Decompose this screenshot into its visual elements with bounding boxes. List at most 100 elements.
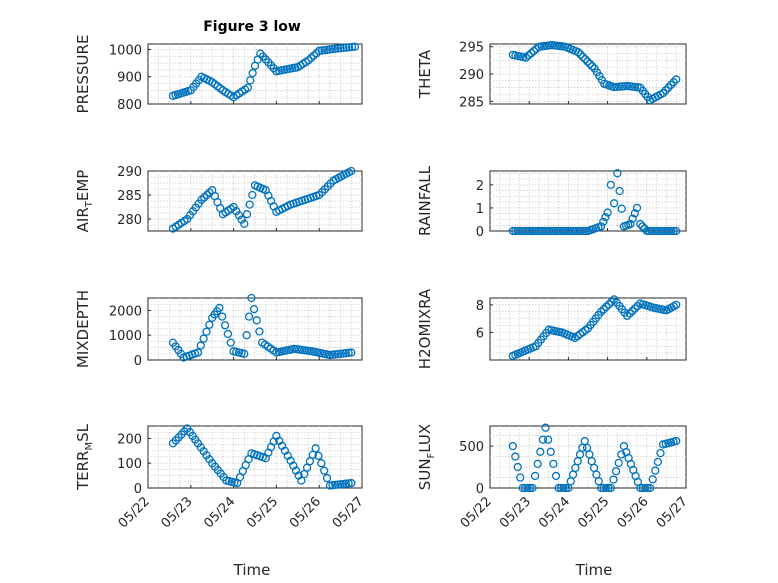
data-point [574,48,583,57]
y-tick-label: 200 [117,432,142,447]
data-point [617,204,626,213]
y-tick-label: 285 [117,189,142,204]
data-point [202,327,211,336]
data-point [672,226,681,236]
data-point [611,467,621,476]
data-point [640,224,649,233]
data-point [325,481,335,490]
data-point [336,43,345,53]
data-point [661,86,670,95]
y-tick-label: 900 [117,71,142,86]
data-point [623,311,632,321]
data-point [666,80,676,90]
data-point [614,458,623,468]
data-point [615,82,624,91]
data-point [234,211,244,220]
data-point [339,349,348,358]
data-point [609,199,619,208]
series-terr-msl [168,424,356,490]
y-tick-label: 500 [459,440,484,455]
data-point [245,200,254,209]
series-h2omixra [508,295,681,361]
y-tick-label: 0 [134,482,142,497]
data-point [320,466,329,475]
y-tick-label: 1000 [109,43,142,58]
x-axis-label-right: Time [575,561,613,579]
data-point [202,190,212,200]
data-point [606,483,616,493]
data-point [339,43,348,52]
data-point [521,53,531,62]
data-point [530,471,540,481]
subplot-mixdepth: 0 1000 2000 MIXDEPTH [74,290,363,369]
x-tick-label: 05/26 [287,494,324,531]
y-tick-label: 295 [459,41,484,56]
data-point [607,297,616,307]
data-point [325,350,335,360]
data-point [643,483,652,493]
data-point [638,222,647,231]
series-mixdepth [168,293,356,362]
data-point [240,349,249,358]
data-point [317,459,326,468]
data-point [243,83,253,92]
data-point [336,480,345,489]
data-point [218,312,227,321]
y-tick-label: 285 [459,95,484,110]
data-point [333,480,343,489]
data-point [527,49,536,58]
y-axis-label-rainfall: RAINFALL [416,165,434,236]
series-air-temp [168,166,356,233]
data-point [252,316,261,325]
data-point [625,309,634,318]
data-point [609,475,618,484]
data-point [602,302,611,311]
data-point [601,213,610,222]
data-point [523,483,532,493]
data-point [596,307,606,316]
data-point [511,452,520,461]
data-point [342,43,351,52]
data-point [576,50,585,59]
data-point [645,483,655,493]
data-point [328,350,337,359]
data-point [193,348,203,357]
subplot-theta: 285 290 295 THETA [416,40,687,110]
y-axis-label-sun-flux: SUNFLUX [416,424,437,490]
series-sun-flux [508,423,681,493]
subplot-sun-flux: 0 500 05/22 05/23 05/24 05/25 05/26 05/27 SUNFLU… [416,423,691,531]
data-point [200,193,209,202]
x-tick-label: 05/26 [615,494,652,531]
data-point [617,450,626,459]
data-point [658,88,668,98]
subplot-air-temp: 280 285 290 AIRTEMP [74,165,363,233]
data-point [583,57,592,66]
data-point [220,321,230,330]
data-point [229,202,238,212]
data-point [648,475,657,484]
data-point [549,459,558,469]
x-tick-label: 05/23 [159,494,196,531]
data-point [347,478,356,488]
y-tick-label: 8 [476,299,484,314]
data-point [667,226,676,236]
data-point [508,441,518,451]
y-axis-label-air-temp: AIRTEMP [74,170,95,233]
data-point [551,471,561,481]
series-theta [508,40,681,105]
data-point [205,320,214,329]
data-point [617,82,627,91]
data-point [341,479,351,488]
data-point [199,334,208,343]
x-tick-label: 05/22 [116,494,153,531]
data-point [328,481,337,490]
y-tick-label: 2 [476,179,484,194]
data-point [347,348,356,357]
subplot-rainfall: 0 1 2 RAINFALL [416,165,687,240]
figure-title: Figure 3 low [203,19,301,35]
data-point [609,82,619,92]
data-point [596,222,606,231]
data-point [601,483,611,493]
